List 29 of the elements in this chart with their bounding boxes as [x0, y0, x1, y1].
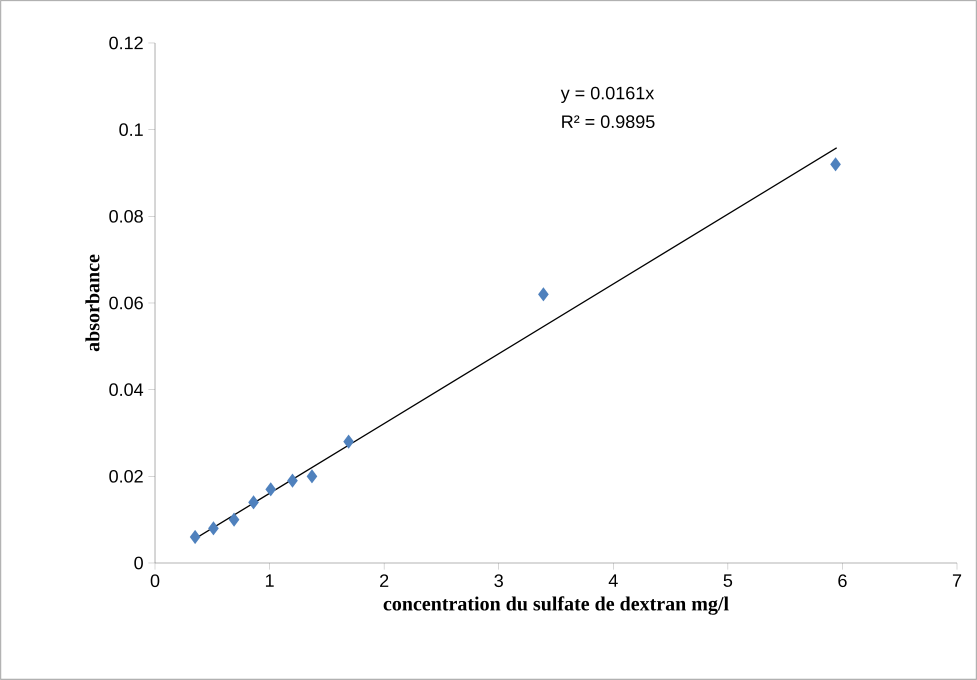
- point: [287, 474, 298, 488]
- x-tick-label: 1: [266, 574, 274, 587]
- y-tick-label: 0: [134, 556, 143, 570]
- x-tick-label: 4: [608, 574, 618, 587]
- x-tick-label: 6: [838, 574, 847, 588]
- point: [265, 482, 276, 496]
- y-tick-label: 0.06: [109, 296, 143, 310]
- annotation: R² = 0.9895: [562, 115, 655, 128]
- x-tick-label: 2: [380, 574, 388, 587]
- point: [248, 495, 259, 510]
- y-tick-label: 0.02: [109, 470, 143, 483]
- x-tick-label: 5: [724, 574, 732, 587]
- y-tick-label: 0.12: [109, 36, 143, 50]
- x-tick-label: 0: [150, 574, 160, 588]
- x-tick-label: 7: [952, 574, 962, 587]
- point: [190, 530, 200, 544]
- point: [830, 157, 841, 172]
- point: [538, 287, 549, 302]
- point: [208, 521, 219, 536]
- y-tick-label: 0.1: [119, 123, 143, 136]
- annotation: y = 0.0161x: [560, 86, 654, 104]
- y-tick-label: 0.08: [109, 210, 143, 223]
- x-axis-title: concentration du sulfate de dextran mg/l: [384, 596, 729, 615]
- point: [343, 434, 354, 449]
- y-axis-title: absorbance: [85, 254, 100, 352]
- point: [306, 469, 318, 484]
- y-tick-label: 0.04: [109, 383, 144, 396]
- point: [228, 512, 240, 527]
- x-tick-label: 3: [494, 574, 503, 588]
